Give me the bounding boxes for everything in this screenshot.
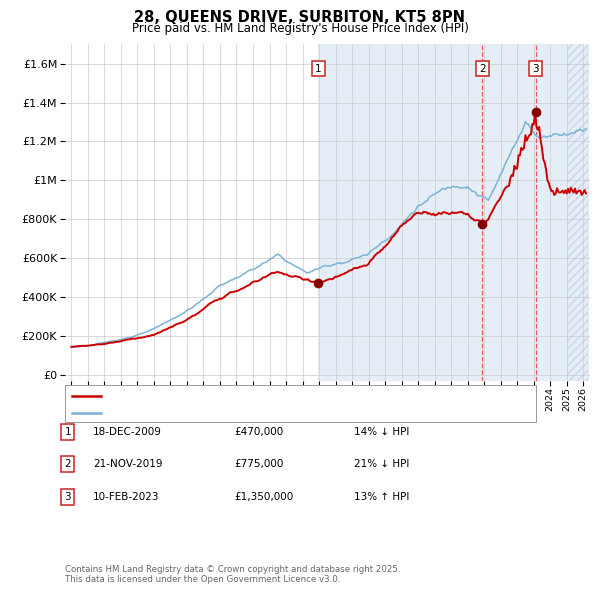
- Text: 10-FEB-2023: 10-FEB-2023: [93, 492, 160, 502]
- Text: 2: 2: [479, 64, 485, 74]
- Bar: [319, 44, 588, 381]
- Text: £775,000: £775,000: [234, 460, 283, 469]
- Text: 1: 1: [315, 64, 322, 74]
- Text: 3: 3: [532, 64, 539, 74]
- Text: £470,000: £470,000: [234, 427, 283, 437]
- Text: 2: 2: [64, 460, 71, 469]
- Text: HPI: Average price, detached house, Kingston upon Thames: HPI: Average price, detached house, King…: [106, 408, 404, 418]
- Text: £1,350,000: £1,350,000: [234, 492, 293, 502]
- Text: 1: 1: [64, 427, 71, 437]
- Text: 28, QUEENS DRIVE, SURBITON, KT5 8PN (detached house): 28, QUEENS DRIVE, SURBITON, KT5 8PN (det…: [106, 391, 395, 401]
- Text: 21% ↓ HPI: 21% ↓ HPI: [354, 460, 409, 469]
- Text: 28, QUEENS DRIVE, SURBITON, KT5 8PN: 28, QUEENS DRIVE, SURBITON, KT5 8PN: [134, 10, 466, 25]
- Bar: [566, 44, 588, 381]
- Text: Price paid vs. HM Land Registry's House Price Index (HPI): Price paid vs. HM Land Registry's House …: [131, 22, 469, 35]
- Text: Contains HM Land Registry data © Crown copyright and database right 2025.
This d: Contains HM Land Registry data © Crown c…: [65, 565, 400, 584]
- Text: 3: 3: [64, 492, 71, 502]
- Text: 13% ↑ HPI: 13% ↑ HPI: [354, 492, 409, 502]
- Text: 14% ↓ HPI: 14% ↓ HPI: [354, 427, 409, 437]
- Text: 21-NOV-2019: 21-NOV-2019: [93, 460, 163, 469]
- Text: 18-DEC-2009: 18-DEC-2009: [93, 427, 162, 437]
